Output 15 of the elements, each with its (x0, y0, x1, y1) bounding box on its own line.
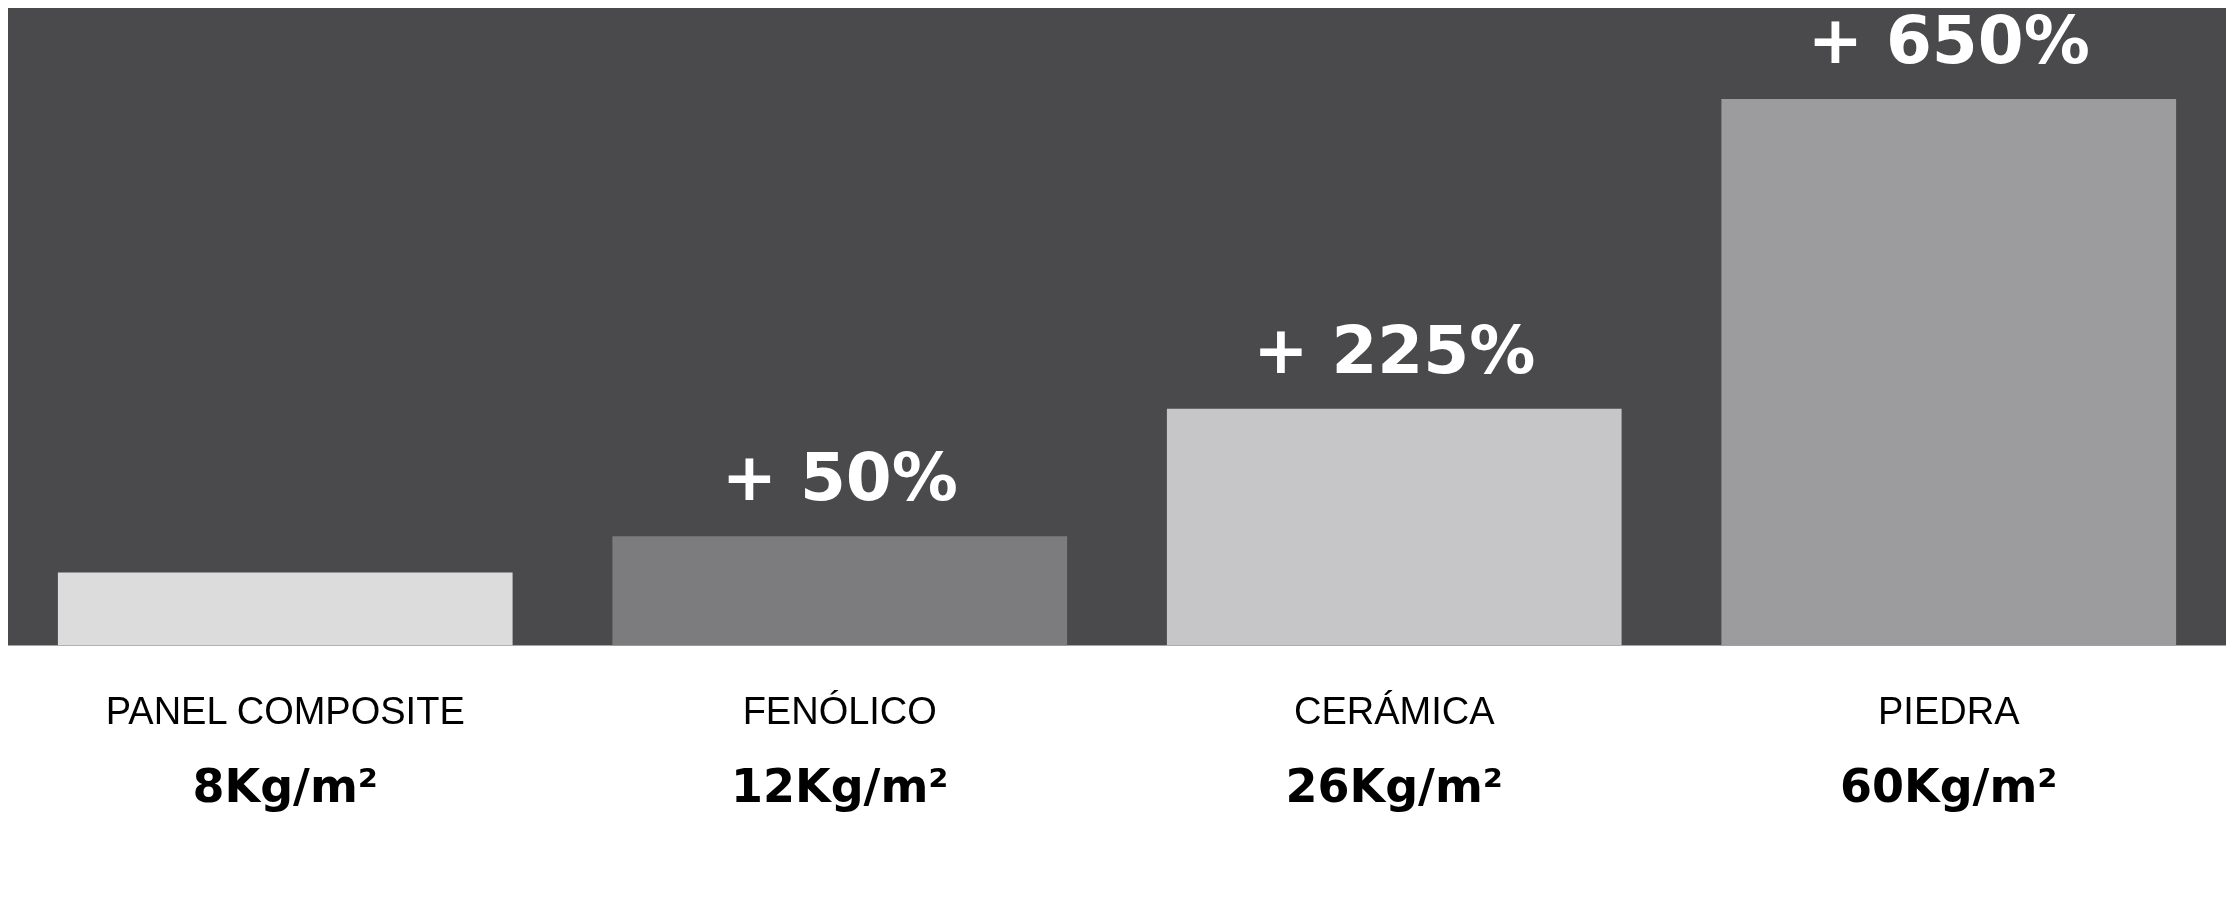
x-tick-label: PIEDRA (1878, 689, 2021, 732)
x-tick-label: CERÁMICA (1293, 689, 1496, 732)
bar (1166, 408, 1622, 646)
data-label: 60Kg/m² (1840, 759, 2058, 814)
x-tick-label: FENÓLICO (742, 689, 937, 732)
bar (1721, 99, 2177, 646)
data-label: 8Kg/m² (192, 759, 378, 814)
bar (612, 536, 1068, 646)
bar (57, 572, 513, 646)
annotation: + 50% (721, 439, 958, 517)
data-label: 12Kg/m² (731, 759, 949, 814)
x-tick-label: PANEL COMPOSITE (105, 689, 465, 732)
annotation: + 225% (1253, 311, 1536, 389)
annotation: + 650% (1807, 2, 2090, 80)
data-label: 26Kg/m² (1285, 759, 1503, 814)
